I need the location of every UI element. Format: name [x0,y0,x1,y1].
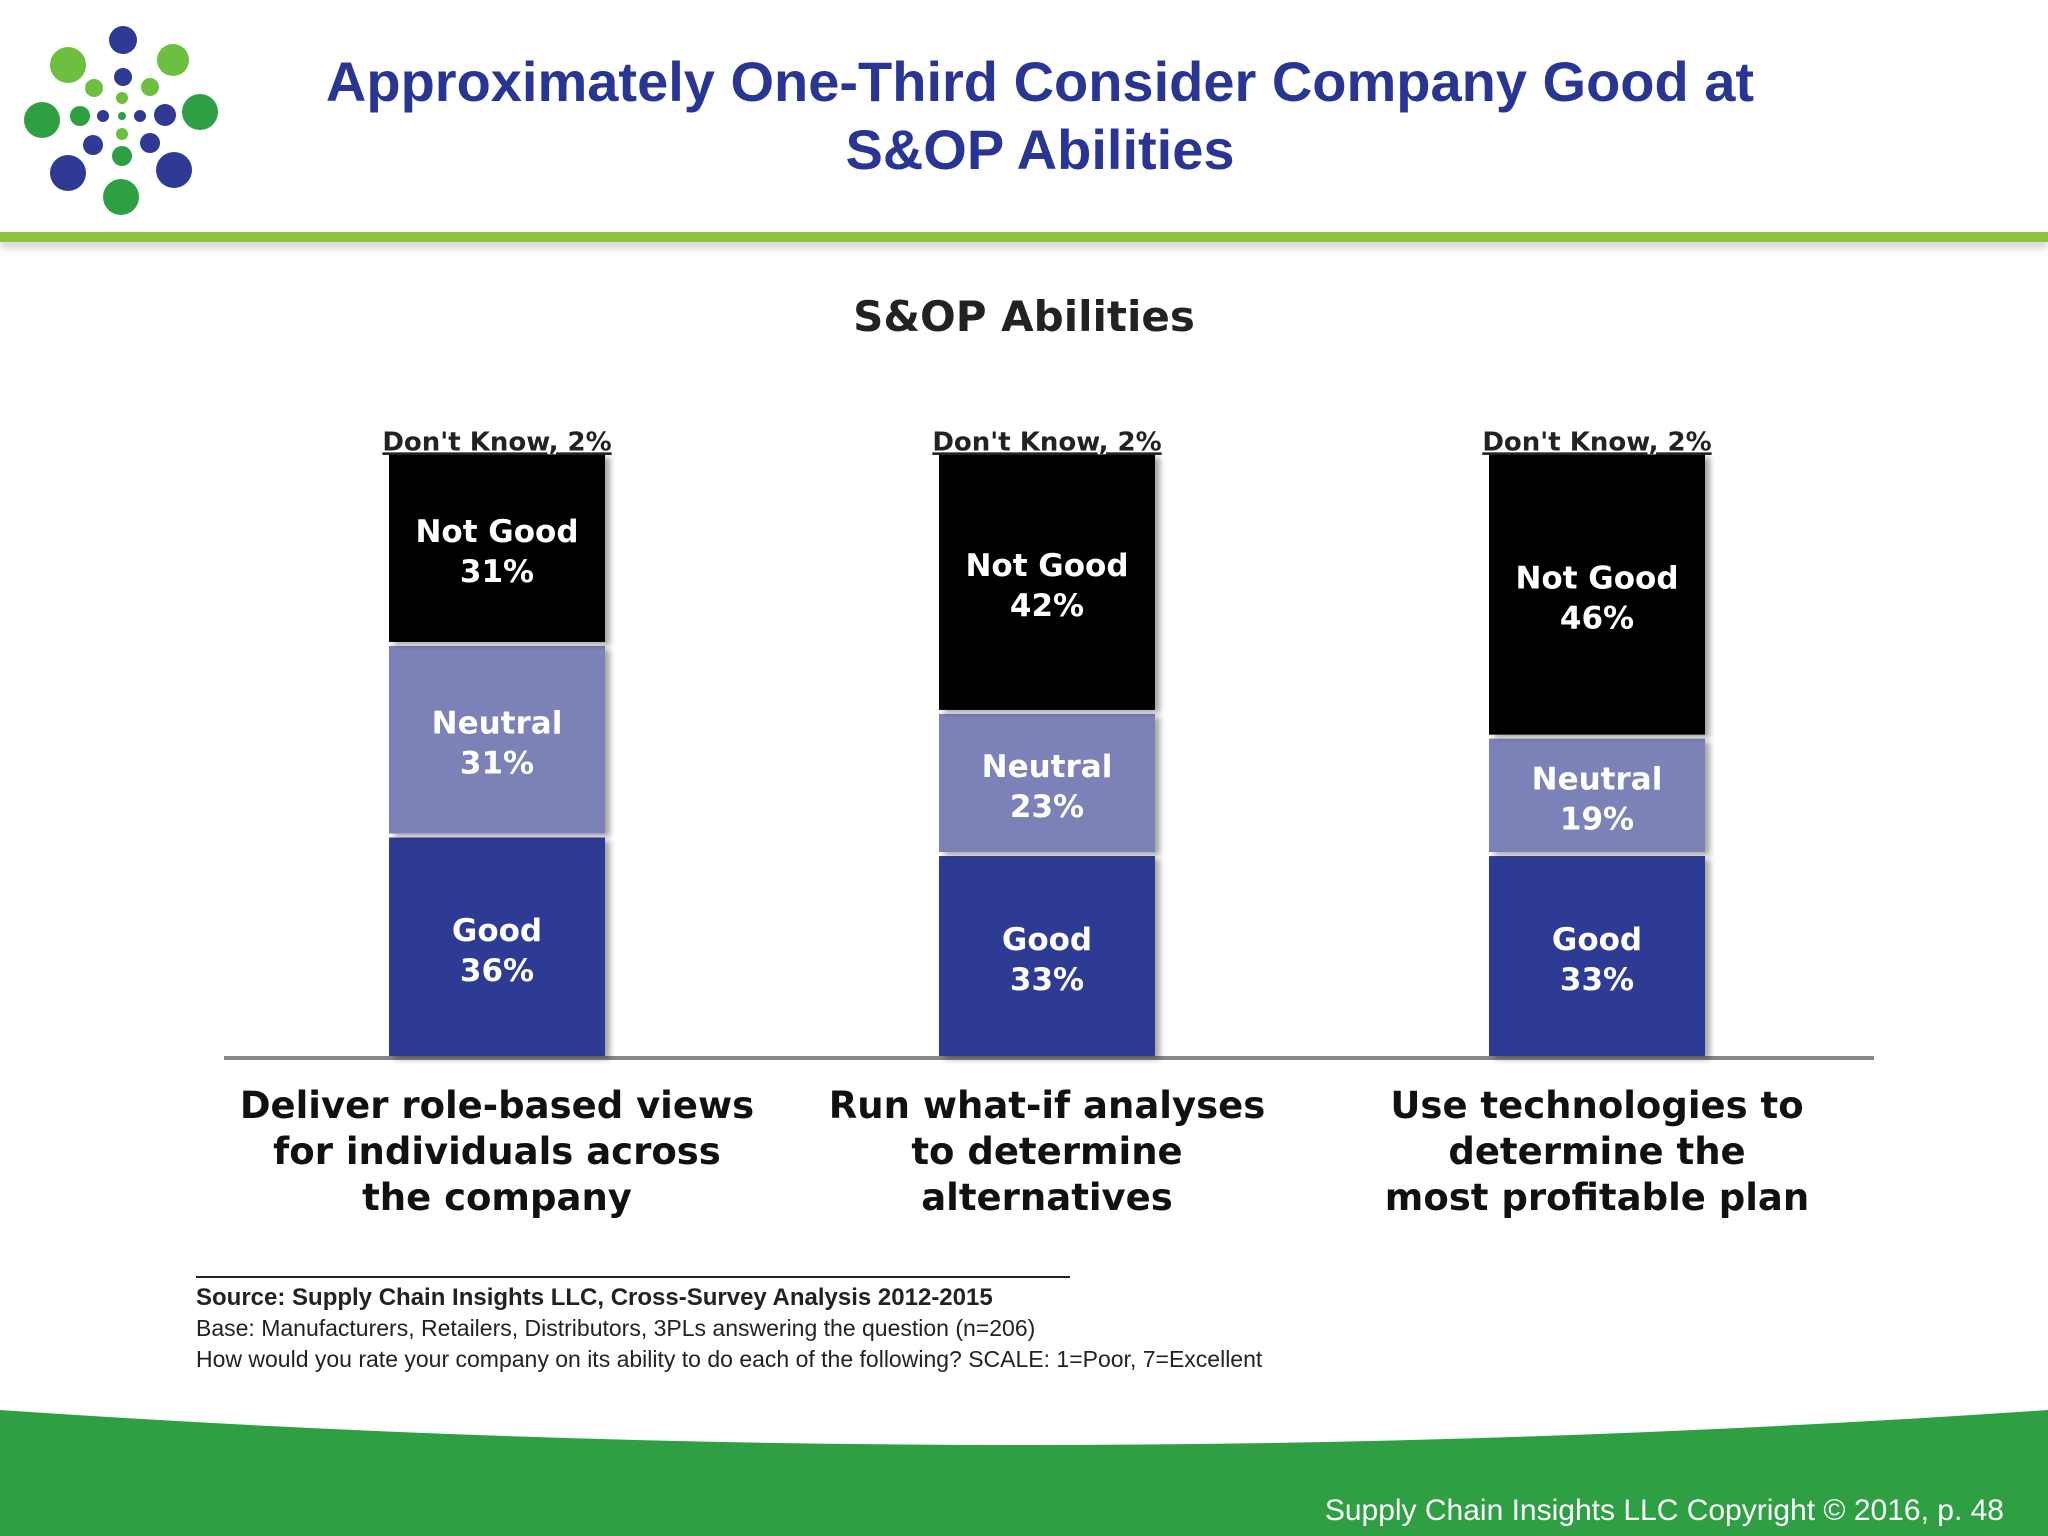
stacked-bar-chart: Good 36% Neutral 31% Not Good 31% Don't Know, … [224,427,1874,1219]
category-label: the company [362,1176,632,1219]
bar-segment-not-good [1489,454,1705,735]
footer-band [0,1410,2048,1536]
bar-segment-good [389,837,605,1056]
bar-label-value: 31% [460,746,534,782]
bar-label-name: Neutral [982,749,1113,785]
bar-label-value: 46% [1560,601,1634,637]
bar-label-dont-know: Don't Know, 2% [1482,427,1711,457]
category-label: determine the [1448,1130,1745,1173]
bar-label-value: 19% [1560,801,1634,837]
category-label: most profitable plan [1385,1176,1809,1219]
bar-segment-neutral [1489,738,1705,853]
bar-label-name: Good [1552,922,1642,958]
bar-label-value: 31% [460,554,534,590]
bar-label-name: Not Good [965,548,1128,584]
bar-segment-neutral [389,645,605,834]
header-divider [0,232,2048,242]
bar-segment-not-good [389,454,605,642]
category-label: Deliver role-based views [240,1084,754,1127]
category-label: to determine [911,1130,1182,1173]
bar-segment-neutral [939,713,1155,853]
page-title: Approximately One-Third Consider Company… [325,50,1755,181]
source-divider [196,1276,1070,1278]
company-logo [24,26,218,215]
bar-label-value: 36% [460,953,534,989]
footer-copyright: Supply Chain Insights LLC Copyright © 20… [1324,1494,2004,1527]
chart-title: S&OP Abilities [853,292,1195,341]
bar-label-value: 23% [1010,789,1084,825]
bar-segment-good [939,856,1155,1056]
category-label: alternatives [921,1176,1173,1219]
bar-label-value: 42% [1010,588,1084,624]
bar-label-name: Not Good [415,514,578,550]
bar-label-name: Good [1002,922,1092,958]
bar-label-dont-know: Don't Know, 2% [382,427,611,457]
base-line: Base: Manufacturers, Retailers, Distribu… [196,1315,1036,1341]
bar-segment-not-good [939,454,1155,710]
question-line: How would you rate your company on its a… [196,1346,1263,1372]
category-label: Use technologies to [1390,1084,1803,1127]
source-notes: Source: Supply Chain Insights LLC, Cross… [196,1282,1496,1375]
bar-label-value: 33% [1560,962,1634,998]
bar-label-name: Neutral [1532,761,1663,797]
bar-label-name: Not Good [1515,561,1678,597]
source-line: Source: Supply Chain Insights LLC, Cross… [196,1284,993,1311]
category-label: Run what-if analyses [829,1084,1265,1127]
bar-label-value: 33% [1010,962,1084,998]
bar-label-name: Neutral [432,706,563,742]
bar-label-name: Good [452,913,542,949]
bar-label-dont-know: Don't Know, 2% [932,427,1161,457]
bar-segment-good [1489,856,1705,1056]
category-label: for individuals across [273,1130,721,1173]
